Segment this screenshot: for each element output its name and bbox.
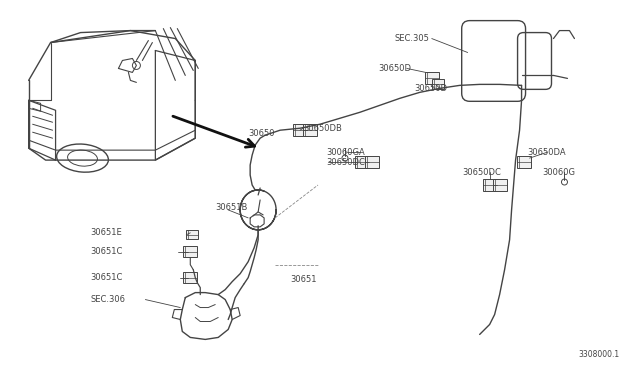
Text: 30650DC: 30650DC [326, 158, 365, 167]
Text: 30650D: 30650D [415, 84, 448, 93]
Text: 30650D: 30650D [378, 64, 411, 73]
FancyBboxPatch shape [183, 246, 197, 257]
Text: 30651: 30651 [290, 275, 317, 284]
Text: 30060G: 30060G [543, 167, 575, 177]
FancyBboxPatch shape [483, 179, 497, 191]
FancyBboxPatch shape [186, 230, 198, 239]
Text: 30651C: 30651C [90, 247, 123, 256]
FancyBboxPatch shape [365, 156, 379, 168]
Text: 30060GA: 30060GA [326, 148, 365, 157]
FancyBboxPatch shape [432, 79, 444, 89]
FancyBboxPatch shape [425, 73, 439, 84]
Text: 30650DC: 30650DC [463, 167, 502, 177]
FancyBboxPatch shape [303, 124, 317, 136]
Text: 30650DB: 30650DB [303, 124, 342, 133]
Text: 30651C: 30651C [90, 273, 123, 282]
Text: 3308000.1: 3308000.1 [578, 350, 620, 359]
Text: 30651E: 30651E [90, 228, 122, 237]
FancyBboxPatch shape [183, 272, 197, 283]
Text: SEC.306: SEC.306 [90, 295, 125, 304]
Text: 30651B: 30651B [215, 203, 248, 212]
Text: 30650: 30650 [248, 129, 275, 138]
FancyBboxPatch shape [516, 156, 531, 168]
Text: 30650DA: 30650DA [527, 148, 566, 157]
FancyBboxPatch shape [293, 124, 307, 136]
Text: SEC.305: SEC.305 [395, 34, 429, 43]
FancyBboxPatch shape [355, 156, 369, 168]
FancyBboxPatch shape [493, 179, 507, 191]
